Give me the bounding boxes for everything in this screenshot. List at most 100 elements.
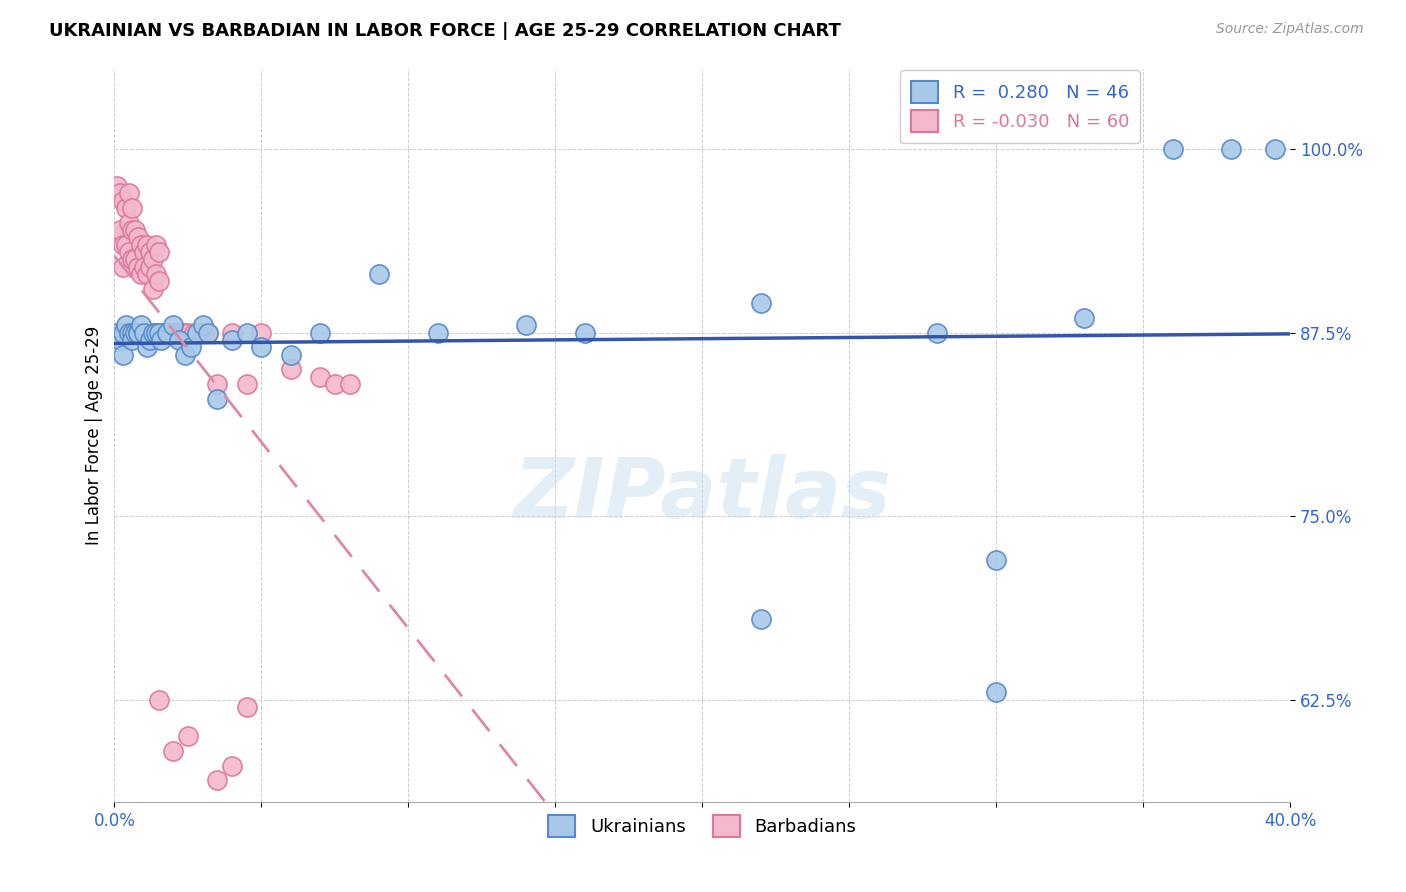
Point [127,230,149,244]
Point [197,326,219,340]
Point [145,267,167,281]
Point [1264,142,1286,156]
Point [280,348,302,362]
Point [118,244,141,259]
Point [142,282,165,296]
Point [138,244,160,259]
Point [339,377,361,392]
Point [515,318,537,333]
Point [112,260,135,274]
Point [180,340,202,354]
Point [207,392,229,406]
Point [309,369,332,384]
Point [135,340,157,354]
Point [186,326,208,340]
Point [148,274,170,288]
Point [749,612,772,626]
Point [132,260,155,274]
Point [112,348,135,362]
Point [150,326,173,340]
Point [112,237,135,252]
Point [129,267,152,281]
Point [145,326,167,340]
Point [138,333,160,347]
Point [167,333,190,347]
Point [162,744,184,758]
Point [191,326,214,340]
Y-axis label: In Labor Force | Age 25-29: In Labor Force | Age 25-29 [86,326,103,545]
Point [1220,142,1243,156]
Point [197,326,219,340]
Text: UKRAINIAN VS BARBADIAN IN LABOR FORCE | AGE 25-29 CORRELATION CHART: UKRAINIAN VS BARBADIAN IN LABOR FORCE | … [49,22,841,40]
Point [105,326,128,340]
Point [235,699,257,714]
Point [115,318,138,333]
Point [235,326,257,340]
Point [250,326,273,340]
Point [121,201,143,215]
Point [156,326,179,340]
Point [148,326,170,340]
Text: ZIPatlas: ZIPatlas [513,454,891,534]
Point [368,267,391,281]
Point [148,692,170,706]
Text: Source: ZipAtlas.com: Source: ZipAtlas.com [1216,22,1364,37]
Point [135,267,157,281]
Point [162,318,184,333]
Point [153,326,176,340]
Point [142,252,165,267]
Point [132,326,155,340]
Point [110,223,132,237]
Point [135,237,157,252]
Point [129,237,152,252]
Point [927,326,949,340]
Point [174,326,197,340]
Point [118,326,141,340]
Point [145,237,167,252]
Point [177,326,200,340]
Point [191,318,214,333]
Point [115,237,138,252]
Point [207,377,229,392]
Point [115,201,138,215]
Point [118,216,141,230]
Point [132,244,155,259]
Legend: Ukrainians, Barbadians: Ukrainians, Barbadians [541,808,863,845]
Point [112,326,135,340]
Point [1161,142,1184,156]
Point [121,252,143,267]
Point [121,326,143,340]
Point [165,326,187,340]
Point [235,377,257,392]
Point [110,333,132,347]
Point [112,194,135,208]
Point [167,326,190,340]
Point [986,685,1008,699]
Point [110,186,132,201]
Point [121,333,143,347]
Point [207,773,229,788]
Point [574,326,596,340]
Point [148,244,170,259]
Point [127,326,149,340]
Point [162,326,184,340]
Point [127,260,149,274]
Point [150,333,173,347]
Point [309,326,332,340]
Point [174,348,197,362]
Point [129,318,152,333]
Point [142,326,165,340]
Point [124,252,146,267]
Point [183,326,205,340]
Point [1073,310,1095,325]
Point [105,230,128,244]
Point [127,326,149,340]
Point [177,729,200,743]
Point [221,758,243,772]
Point [986,553,1008,567]
Point [749,296,772,310]
Point [138,260,160,274]
Point [156,326,179,340]
Point [170,326,193,340]
Point [250,340,273,354]
